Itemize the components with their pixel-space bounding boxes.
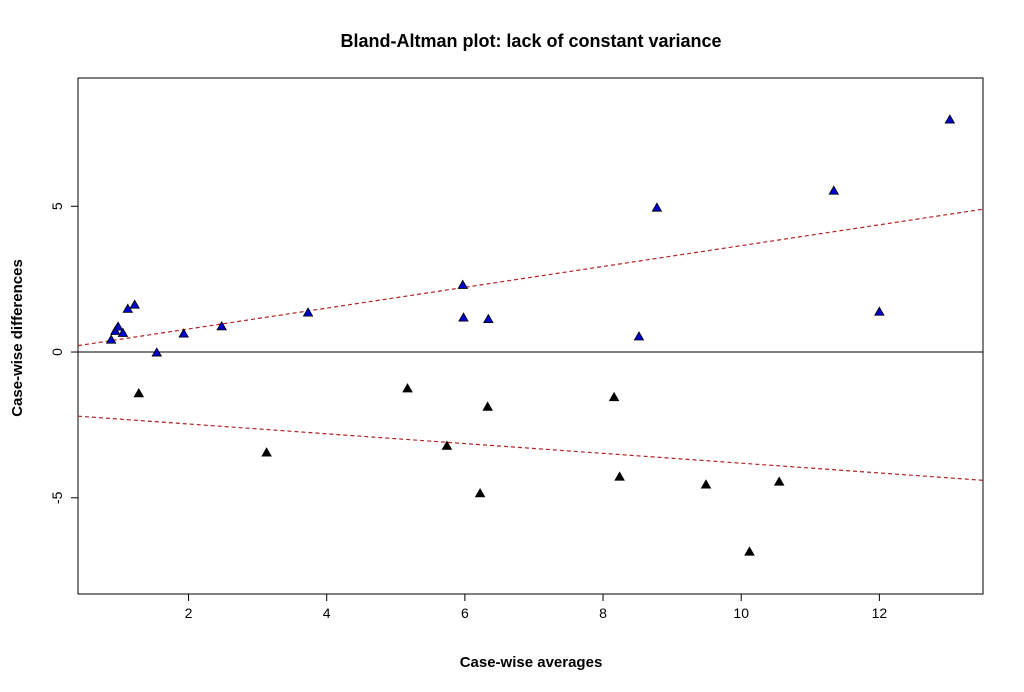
trend-line-upper [78, 208, 983, 347]
data-point-series-2 [441, 440, 453, 450]
y-tick-label: 0 [49, 348, 65, 356]
chart-title: Bland-Altman plot: lack of constant vari… [340, 31, 721, 51]
data-point-series-2 [614, 471, 625, 481]
x-tick-label: 8 [599, 605, 607, 621]
data-point-series-2 [482, 401, 493, 411]
x-tick-label: 2 [185, 605, 193, 621]
data-point-series-2 [402, 383, 413, 393]
data-point-series-2 [474, 488, 486, 498]
data-point-series-1 [874, 306, 885, 316]
data-point-series-1 [151, 347, 163, 357]
data-point-series-1 [105, 334, 117, 344]
x-tick-label: 12 [872, 605, 888, 621]
data-point-series-1 [457, 279, 469, 289]
x-tick-label: 6 [461, 605, 469, 621]
data-point-series-1 [944, 114, 956, 124]
data-point-series-2 [773, 476, 785, 486]
data-point-series-1 [633, 331, 645, 341]
trend-line-lower [78, 415, 983, 481]
data-point-series-1 [112, 321, 124, 331]
data-point-series-1 [483, 313, 494, 323]
x-tick-label: 4 [323, 605, 331, 621]
data-point-series-1 [216, 320, 227, 331]
x-axis-label: Case-wise averages [460, 654, 603, 671]
data-point-series-2 [261, 447, 272, 457]
data-point-series-2 [744, 546, 755, 556]
data-point-series-1 [302, 307, 314, 317]
plot-frame [77, 77, 984, 595]
y-axis-label: Case-wise differences [9, 259, 26, 417]
data-point-series-1 [458, 312, 469, 322]
data-point-series-1 [117, 327, 129, 337]
data-point-series-1 [129, 299, 140, 309]
data-point-series-1 [178, 328, 189, 338]
x-tick-label: 10 [733, 605, 749, 621]
data-point-series-1 [651, 202, 663, 212]
data-point-series-2 [700, 479, 712, 489]
data-point-series-1 [828, 185, 840, 195]
y-tick-label: -5 [49, 491, 65, 504]
plot-area: 2 4 6 8 10 12 -5 0 5 [49, 77, 984, 621]
data-point-series-2 [608, 391, 620, 402]
y-tick-label: 5 [49, 202, 65, 210]
data-point-series-2 [133, 388, 145, 398]
